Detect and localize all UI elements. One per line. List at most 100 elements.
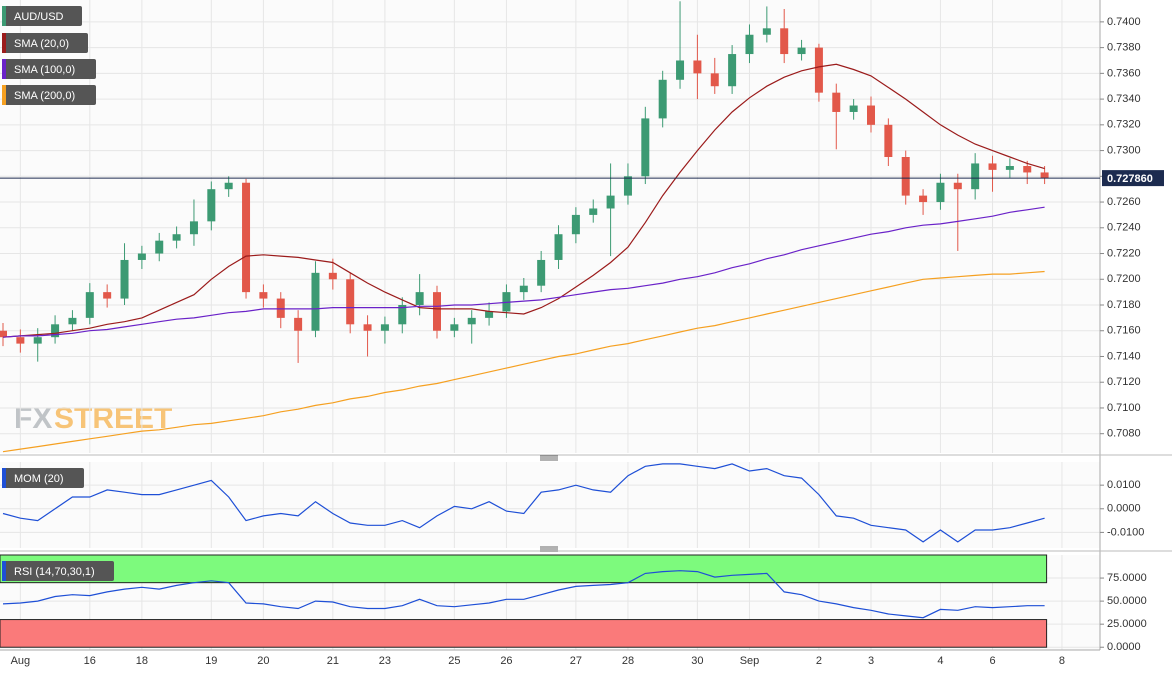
x-tick-label: 23 bbox=[379, 655, 391, 667]
candle-body bbox=[606, 195, 615, 209]
x-tick-label: 30 bbox=[691, 655, 703, 667]
overbought-zone bbox=[0, 554, 1048, 584]
x-tick-label: 21 bbox=[327, 655, 339, 667]
candle-body bbox=[450, 324, 459, 331]
x-tick-label: 26 bbox=[500, 655, 512, 667]
y-tick-label: 0.7240 bbox=[1107, 222, 1141, 234]
candle-body bbox=[398, 305, 407, 325]
candle-body bbox=[0, 330, 7, 338]
legend-box bbox=[2, 85, 96, 105]
candle-body bbox=[363, 324, 372, 331]
x-tick-label: 19 bbox=[205, 655, 217, 667]
legend-swatch bbox=[2, 6, 6, 26]
last-price-box bbox=[1102, 170, 1164, 187]
legend-swatch bbox=[2, 33, 6, 53]
legend-label: MOM (20) bbox=[14, 473, 64, 485]
series-line bbox=[2, 206, 1045, 338]
watermark: STREET bbox=[54, 402, 172, 435]
candle-body bbox=[814, 47, 823, 93]
y-tick-label: 0.7080 bbox=[1107, 428, 1141, 440]
oversold-zone bbox=[0, 619, 1048, 648]
candle-body bbox=[189, 221, 198, 235]
series-line bbox=[2, 463, 1045, 543]
last-price-label: 0.727860 bbox=[1107, 173, 1153, 185]
candle-body bbox=[589, 208, 598, 215]
candle-body bbox=[85, 292, 94, 318]
candle-body bbox=[884, 124, 893, 158]
candle-body bbox=[936, 182, 945, 203]
y-tick-label: 0.7100 bbox=[1107, 402, 1141, 414]
candle-body bbox=[780, 28, 789, 55]
x-tick-label: 4 bbox=[937, 655, 943, 667]
candle-body bbox=[919, 195, 928, 203]
y-tick-label: 0.7180 bbox=[1107, 299, 1141, 311]
legend-box bbox=[2, 59, 96, 79]
candle-body bbox=[745, 34, 754, 55]
candle-body bbox=[658, 79, 667, 119]
candle-body bbox=[16, 337, 25, 344]
legend-label: RSI (14,70,30,1) bbox=[14, 566, 95, 578]
x-tick-label: 2 bbox=[816, 655, 822, 667]
x-tick-label: 8 bbox=[1059, 655, 1065, 667]
legend-swatch bbox=[2, 561, 6, 581]
legend-label: SMA (200,0) bbox=[14, 90, 75, 102]
legend-swatch bbox=[2, 468, 6, 488]
legend-box bbox=[2, 468, 84, 488]
y-tick-label: 25.0000 bbox=[1107, 618, 1147, 630]
candle-body bbox=[537, 259, 546, 286]
y-tick-label: 0.0000 bbox=[1107, 503, 1141, 515]
candle-body bbox=[971, 163, 980, 190]
watermark: FX bbox=[14, 402, 52, 435]
candle-body bbox=[849, 105, 858, 112]
candle-body bbox=[623, 176, 632, 196]
y-tick-label: 0.7220 bbox=[1107, 247, 1141, 259]
x-tick-label: Sep bbox=[740, 655, 760, 667]
candle-body bbox=[1005, 166, 1014, 170]
candle-body bbox=[832, 92, 841, 112]
legend-label: AUD/USD bbox=[14, 11, 64, 23]
candle-body bbox=[415, 292, 424, 306]
y-tick-label: 0.7300 bbox=[1107, 144, 1141, 156]
candle-body bbox=[207, 189, 216, 222]
x-tick-label: 28 bbox=[622, 655, 634, 667]
x-tick-label: 3 bbox=[868, 655, 874, 667]
candle-body bbox=[1040, 172, 1049, 179]
y-tick-label: 0.7320 bbox=[1107, 119, 1141, 131]
resize-handle[interactable] bbox=[540, 455, 558, 552]
candle-body bbox=[728, 54, 737, 87]
candle-body bbox=[988, 163, 997, 170]
candle-body bbox=[346, 279, 355, 325]
candle-body bbox=[953, 182, 962, 190]
y-tick-label: 0.7340 bbox=[1107, 93, 1141, 105]
candle-body bbox=[519, 285, 528, 293]
candle-body bbox=[33, 337, 42, 344]
candle-body bbox=[311, 272, 320, 331]
candle-body bbox=[172, 234, 181, 241]
candle-body bbox=[693, 60, 702, 74]
candle-body bbox=[120, 259, 129, 299]
candle-body bbox=[137, 253, 146, 260]
legend-box bbox=[2, 561, 114, 581]
y-tick-label: 0.7400 bbox=[1107, 16, 1141, 28]
candle-body bbox=[294, 317, 303, 331]
mom-panel bbox=[0, 462, 1100, 548]
candle-body bbox=[224, 182, 233, 190]
x-tick-label: Aug bbox=[11, 655, 31, 667]
candle-body bbox=[103, 292, 112, 299]
candle-body bbox=[641, 118, 650, 177]
candle-body bbox=[502, 292, 511, 312]
candle-body bbox=[485, 311, 494, 318]
y-tick-label: 0.7380 bbox=[1107, 42, 1141, 54]
y-tick-label: 0.7140 bbox=[1107, 350, 1141, 362]
y-tick-label: 0.7200 bbox=[1107, 273, 1141, 285]
candle-body bbox=[242, 182, 251, 293]
candle-body bbox=[433, 292, 441, 331]
y-tick-label: 0.7260 bbox=[1107, 196, 1141, 208]
candle-body bbox=[676, 60, 685, 80]
price-panel bbox=[0, 0, 1100, 453]
candle-body bbox=[571, 214, 580, 235]
candle-body bbox=[710, 73, 719, 87]
candle-body bbox=[467, 317, 476, 325]
candle-body bbox=[901, 157, 910, 196]
